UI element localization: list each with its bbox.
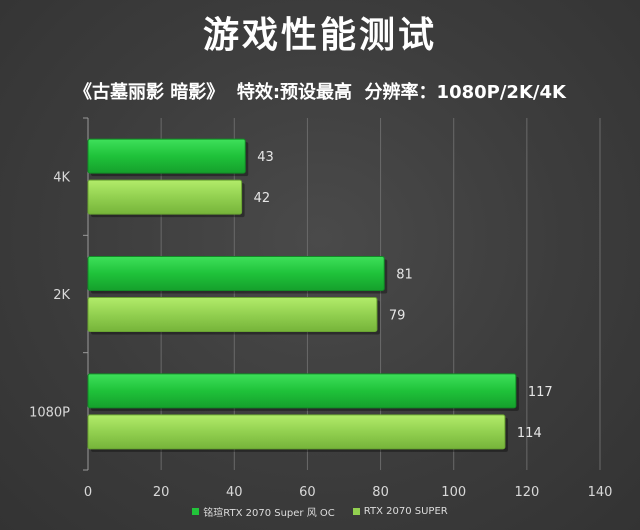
bar-1080p-series-1 xyxy=(87,373,517,409)
data-label: 81 xyxy=(396,268,413,283)
bar-1080p-series-2 xyxy=(87,414,506,450)
data-label: 79 xyxy=(389,309,406,324)
chart-title: 游戏性能测试 xyxy=(202,15,437,56)
chart-legend: 铭瑄RTX 2070 Super 风 OC RTX 2070 SUPER xyxy=(0,504,640,519)
x-tick-label: 60 xyxy=(299,485,316,500)
legend-swatch-series-2 xyxy=(352,508,360,515)
x-tick-label: 100 xyxy=(441,485,466,500)
x-tick-label: 80 xyxy=(372,485,389,500)
x-tick-label: 0 xyxy=(84,485,92,500)
legend-swatch-series-1 xyxy=(192,508,200,515)
data-label: 114 xyxy=(517,426,542,441)
x-tick-label: 40 xyxy=(226,485,243,500)
legend-label-series-2: RTX 2070 SUPER xyxy=(363,506,448,517)
x-tick-label: 20 xyxy=(153,485,170,500)
data-label: 117 xyxy=(528,385,553,400)
x-tick-label: 140 xyxy=(588,485,613,500)
bar-2k-series-2 xyxy=(87,297,378,332)
data-label: 43 xyxy=(257,150,274,165)
category-label: 2K xyxy=(53,288,70,303)
chart-subtitle: 《古墓丽影 暗影》 特效:预设最高 分辨率：1080P/2K/4K xyxy=(74,82,566,103)
legend-item-series-1: 铭瑄RTX 2070 Super 风 OC xyxy=(192,504,335,519)
x-tick-label: 120 xyxy=(514,485,539,500)
category-label: 4K xyxy=(53,171,70,186)
bar-2k-series-1 xyxy=(87,256,385,291)
data-label: 42 xyxy=(254,191,271,206)
legend-label-series-1: 铭瑄RTX 2070 Super 风 OC xyxy=(203,508,335,519)
bar-4k-series-1 xyxy=(87,138,246,174)
bar-4k-series-2 xyxy=(87,179,243,215)
category-label: 1080P xyxy=(29,405,70,420)
legend-item-series-2: RTX 2070 SUPER xyxy=(352,504,448,519)
